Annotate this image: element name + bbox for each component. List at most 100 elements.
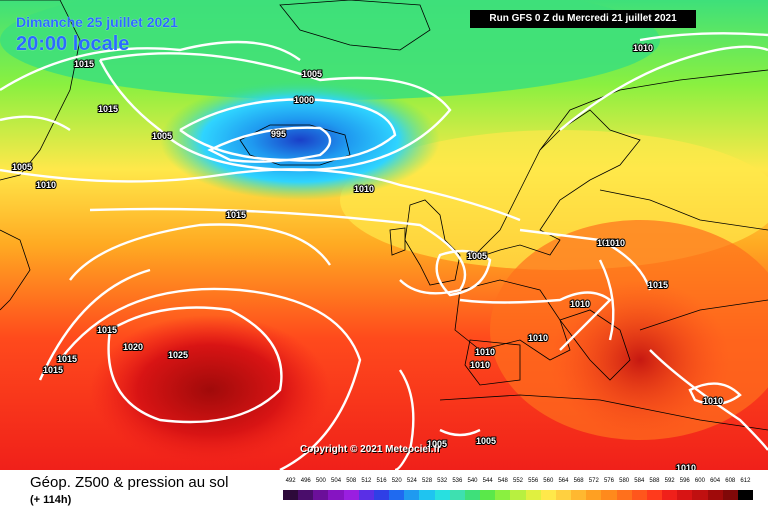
copyright-notice: Copyright © 2021 Meteociel.fr <box>300 444 441 455</box>
run-info-banner: Run GFS 0 Z du Mercredi 21 juillet 2021 <box>470 10 696 28</box>
legend-swatch <box>662 490 678 500</box>
valid-date: Dimanche 25 juillet 2021 <box>16 14 178 30</box>
isobar-label: 1010 <box>633 43 653 53</box>
legend-swatch <box>404 490 420 500</box>
legend-tick-label: 532 <box>437 478 448 484</box>
isobar-label: 1005 <box>12 162 32 172</box>
isobar-label: 1000 <box>294 95 314 105</box>
isobar-label: 1015 <box>97 325 117 335</box>
legend-tick-label: 608 <box>725 478 736 484</box>
legend-swatch <box>601 490 618 500</box>
legend-tick-label: 528 <box>422 478 433 484</box>
isobar-label: 1005 <box>467 251 487 261</box>
legend-swatch <box>707 490 724 500</box>
legend-tick-label: 600 <box>694 478 705 484</box>
legend-swatch <box>298 490 314 500</box>
hot-azores <box>90 315 330 465</box>
legend-swatch <box>692 490 708 500</box>
isobar-label: 1010 <box>354 184 374 194</box>
legend-swatch <box>555 490 572 500</box>
legend-tick-label: 496 <box>300 478 311 484</box>
legend-swatch <box>434 490 451 500</box>
legend-tick-label: 592 <box>664 478 675 484</box>
legend-tick-label: 580 <box>619 478 630 484</box>
legend-swatch <box>373 490 390 500</box>
legend-tick-label: 552 <box>512 478 524 484</box>
isobar-label: 1010 <box>528 333 548 343</box>
legend-swatch <box>480 490 496 500</box>
isobar-label: 1010 <box>470 360 490 370</box>
legend-tick-label: 492 <box>285 478 296 484</box>
isobar-label: 1010 <box>676 463 696 470</box>
legend-swatch <box>571 490 587 500</box>
legend-tick-label: 500 <box>315 478 326 484</box>
legend-swatch <box>586 490 602 500</box>
isobar-label: 1010 <box>475 347 495 357</box>
legend-tick-label: 540 <box>467 478 478 484</box>
legend-swatch <box>283 490 299 500</box>
isobar-label: 1015 <box>74 59 94 69</box>
legend-tick-label: 508 <box>346 478 357 484</box>
isobar-label: 1025 <box>168 350 188 360</box>
legend-tick-label: 576 <box>603 478 614 484</box>
isobar-label: 1010 <box>703 396 723 406</box>
legend-swatch <box>737 490 754 500</box>
legend-tick-label: 516 <box>376 478 387 484</box>
legend-swatch <box>616 490 633 500</box>
chart-title: Géop. Z500 & pression au sol <box>30 474 229 491</box>
legend-tick-label: 520 <box>391 478 402 484</box>
isobar-label: 1020 <box>123 342 143 352</box>
isobar-label: 1010 <box>36 180 56 190</box>
legend-swatch <box>464 490 481 500</box>
legend-swatch <box>419 490 436 500</box>
footer-panel: Géop. Z500 & pression au sol (+ 114h) 49… <box>0 470 768 512</box>
legend-swatch <box>646 490 663 500</box>
legend-swatch <box>358 490 375 500</box>
legend-tick-label: 604 <box>710 478 721 484</box>
legend-swatch <box>677 490 693 500</box>
forecast-map: 1015 1015 1005 1010 1005 1000 995 1005 1… <box>0 0 768 470</box>
legend-tick-label: 548 <box>497 478 508 484</box>
isobar-label: 1005 <box>476 436 496 446</box>
isobar-label: 1005 <box>427 439 447 449</box>
legend-swatch <box>631 490 648 500</box>
legend-tick-label: 560 <box>543 478 554 484</box>
isobars <box>0 32 768 470</box>
legend-swatch <box>495 490 511 500</box>
isobar-label: 1005 <box>152 131 172 141</box>
isobar-label: 1015 <box>226 210 246 220</box>
isobar-label: 1015 <box>98 104 118 114</box>
valid-time: 20:00 locale <box>16 33 130 55</box>
legend-tick-label: 544 <box>482 478 493 484</box>
isobar-label: 1015 <box>57 354 77 364</box>
isobar-label: 1010 <box>570 299 590 309</box>
legend-swatch <box>525 490 542 500</box>
legend-tick-label: 568 <box>573 478 584 484</box>
legend-ticks: 492 496 500 504 508 512 516 520 524 528 532 536 540 5… <box>283 478 753 488</box>
legend-swatch <box>449 490 466 500</box>
isobar-label: 995 <box>271 129 286 139</box>
legend-tick-label: 564 <box>558 478 569 484</box>
isobar-label: 1015 <box>43 365 63 375</box>
legend-tick-label: 572 <box>588 478 599 484</box>
legend-tick-label: 524 <box>406 478 417 484</box>
legend-tick-label: 612 <box>740 478 751 484</box>
legend-tick-label: 556 <box>528 478 539 484</box>
forecast-lead-time: (+ 114h) <box>30 494 72 506</box>
isobar-label: 1005 <box>302 69 322 79</box>
isobar-labels: 1015 1015 1005 1010 1005 1000 995 1005 1… <box>11 42 724 470</box>
legend-tick-label: 588 <box>649 478 660 484</box>
map-canvas: 1015 1015 1005 1010 1005 1000 995 1005 1… <box>0 0 768 470</box>
legend-swatch <box>389 490 405 500</box>
legend-tick-label: 512 <box>361 478 372 484</box>
legend-swatch <box>343 490 360 500</box>
isobar-label: 1015 <box>648 280 668 290</box>
legend-swatch <box>328 490 345 500</box>
isobar-label: 1010 <box>605 238 625 248</box>
isobar-label: 1010 <box>597 238 617 248</box>
legend-swatch <box>540 490 557 500</box>
legend-tick-label: 596 <box>679 478 690 484</box>
legend-swatch <box>722 490 739 500</box>
color-scale-legend <box>283 490 754 500</box>
